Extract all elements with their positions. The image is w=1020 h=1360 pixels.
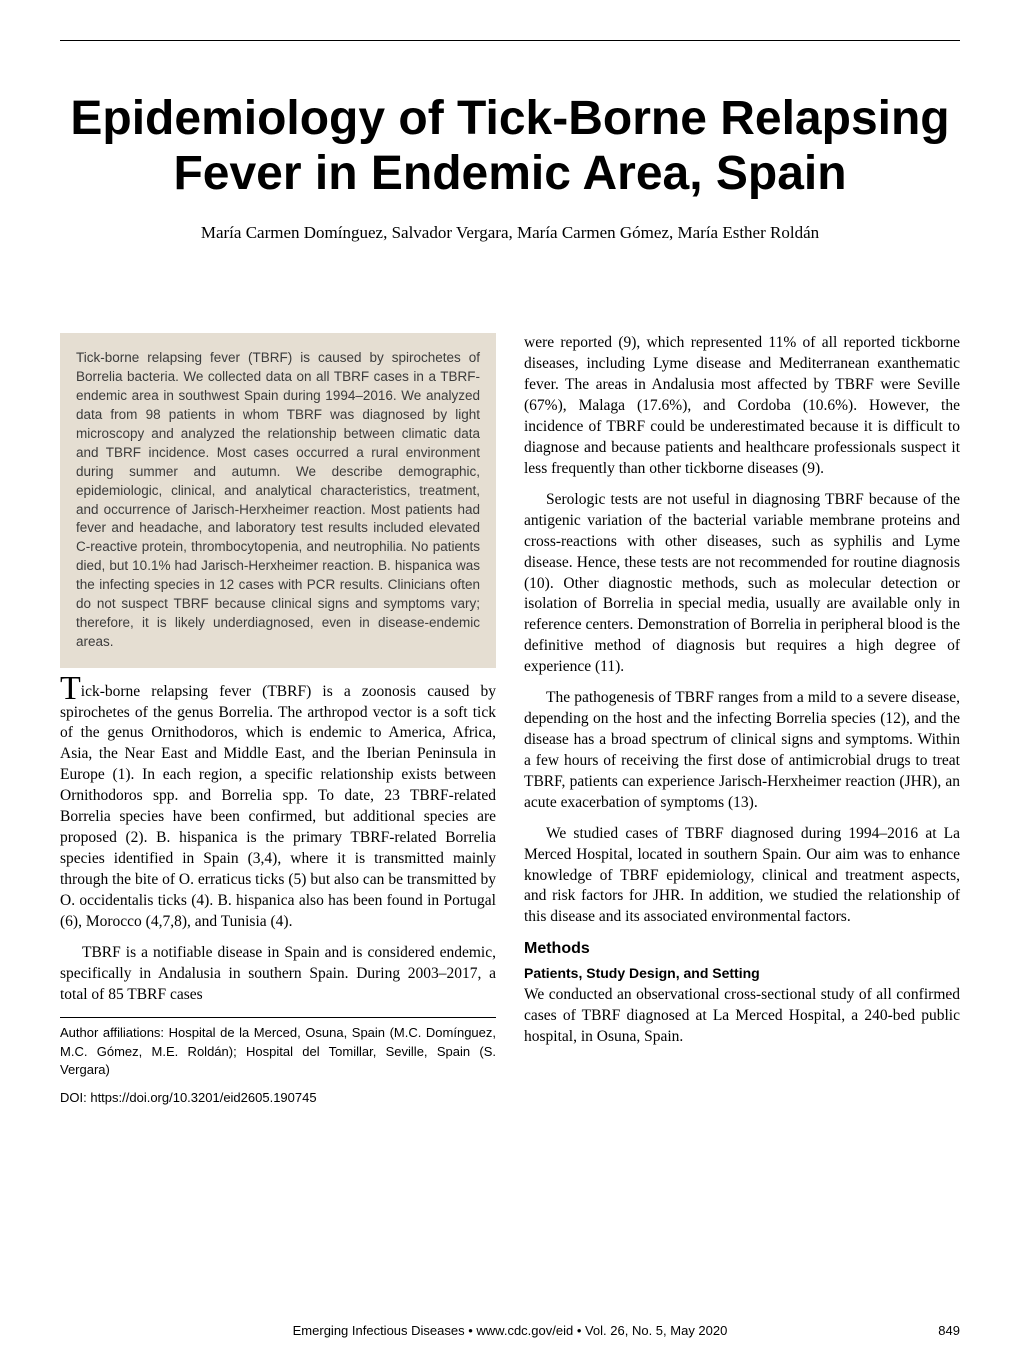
right-para-3-text: The pathogenesis of TBRF ranges from a m… [524, 689, 960, 811]
right-para-4-text: We studied cases of TBRF diagnosed durin… [524, 825, 960, 926]
right-para-2-text: Serologic tests are not useful in diagno… [524, 491, 960, 675]
intro-para-1: Tick-borne relapsing fever (TBRF) is a z… [60, 682, 496, 933]
left-column: Tick-borne relapsing fever (TBRF) is cau… [60, 333, 496, 1106]
article-title: Epidemiology of Tick-Borne Relapsing Fev… [60, 91, 960, 201]
footer-journal: Emerging Infectious Diseases • www.cdc.g… [120, 1323, 900, 1338]
right-para-5: We conducted an observational cross-sect… [524, 985, 960, 1048]
methods-heading: Methods [524, 938, 960, 960]
abstract-box: Tick-borne relapsing fever (TBRF) is cau… [60, 333, 496, 667]
two-column-layout: Tick-borne relapsing fever (TBRF) is cau… [60, 333, 960, 1106]
page-footer: Emerging Infectious Diseases • www.cdc.g… [60, 1323, 960, 1338]
intro-para-2: TBRF is a notifiable disease in Spain an… [60, 943, 496, 1006]
right-para-5-text: We conducted an observational cross-sect… [524, 986, 960, 1045]
author-affiliations: Author affiliations: Hospital de la Merc… [60, 1024, 496, 1079]
top-rule [60, 40, 960, 41]
footer-page-number: 849 [900, 1323, 960, 1338]
author-line: María Carmen Domínguez, Salvador Vergara… [60, 223, 960, 243]
title-text: Epidemiology of Tick-Borne Relapsing Fev… [70, 92, 949, 200]
affiliations-rule [60, 1017, 496, 1018]
right-para-3: The pathogenesis of TBRF ranges from a m… [524, 688, 960, 814]
intro-para-2-text: TBRF is a notifiable disease in Spain an… [60, 944, 496, 1003]
right-column: were reported (9), which represented 11%… [524, 333, 960, 1106]
methods-heading-text: Methods [524, 940, 590, 957]
dropcap: T [60, 670, 81, 707]
right-para-4: We studied cases of TBRF diagnosed durin… [524, 824, 960, 929]
doi-line: DOI: https://doi.org/10.3201/eid2605.190… [60, 1089, 496, 1107]
right-para-1: were reported (9), which represented 11%… [524, 333, 960, 479]
subsection-heading: Patients, Study Design, and Setting [524, 964, 960, 983]
right-para-2: Serologic tests are not useful in diagno… [524, 490, 960, 678]
subsection-heading-text: Patients, Study Design, and Setting [524, 965, 760, 981]
right-para-1-text: were reported (9), which represented 11%… [524, 334, 960, 477]
doi-text: DOI: https://doi.org/10.3201/eid2605.190… [60, 1090, 317, 1105]
authors-text: María Carmen Domínguez, Salvador Vergara… [201, 223, 819, 242]
affiliations-text: Author affiliations: Hospital de la Merc… [60, 1025, 496, 1076]
footer-journal-text: Emerging Infectious Diseases • www.cdc.g… [293, 1323, 728, 1338]
abstract-text: Tick-borne relapsing fever (TBRF) is cau… [76, 350, 480, 648]
intro-para-1-text: ick-borne relapsing fever (TBRF) is a zo… [60, 683, 496, 930]
page-number-text: 849 [938, 1323, 960, 1338]
